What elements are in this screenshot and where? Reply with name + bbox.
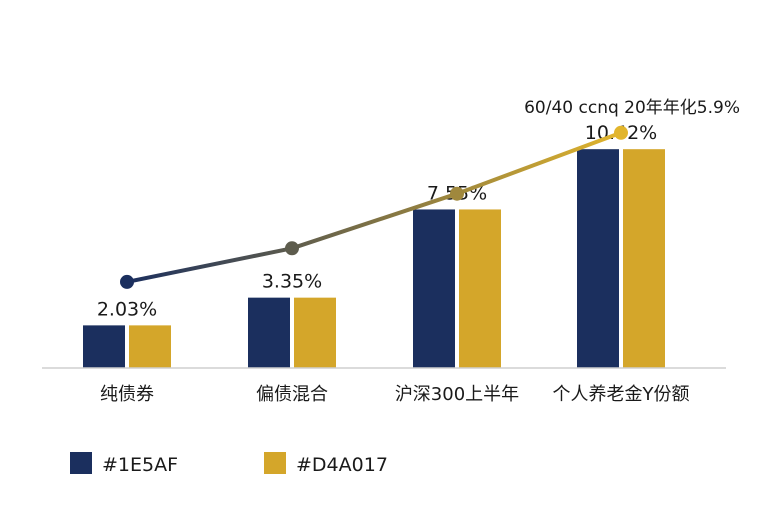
x-tick-label-2: 偏债混合: [256, 384, 328, 405]
trend-line-layer: [120, 125, 628, 289]
x-tick-labels: 纯债券 偏债混合 沪深300上半年 个人养老金Y份额: [100, 384, 690, 405]
data-label-1: 2.03%: [97, 298, 157, 320]
bar-2-2: [294, 297, 336, 368]
bar-1-2: [248, 297, 290, 368]
trend-line: [125, 130, 623, 284]
bar-2-3: [459, 209, 501, 368]
x-tick-label-1: 纯债券: [100, 384, 154, 405]
bar-2-4: [623, 149, 665, 368]
trend-point-1: [120, 274, 134, 289]
bars-layer: [83, 149, 665, 368]
legend-swatch-series-2: [264, 452, 286, 474]
legend: #1E5AF #D4A017: [70, 452, 388, 476]
x-tick-label-3: 沪深300上半年: [395, 384, 519, 405]
bar-1-4: [577, 149, 619, 368]
trend-point-3: [450, 186, 464, 201]
bar-1-1: [83, 325, 125, 368]
trend-point-2: [285, 241, 299, 256]
legend-swatch-series-1: [70, 452, 92, 474]
trend-point-4: [614, 125, 628, 140]
legend-label-series-2: #D4A017: [296, 454, 388, 476]
data-label-2: 3.35%: [262, 271, 322, 293]
legend-label-series-1: #1E5AF: [102, 454, 178, 476]
bar-1-3: [413, 209, 455, 368]
bar-2-1: [129, 325, 171, 368]
line-annotation: 60/40 ccnq 20年年化5.9%: [524, 98, 740, 118]
x-tick-label-4: 个人养老金Y份额: [553, 384, 690, 405]
